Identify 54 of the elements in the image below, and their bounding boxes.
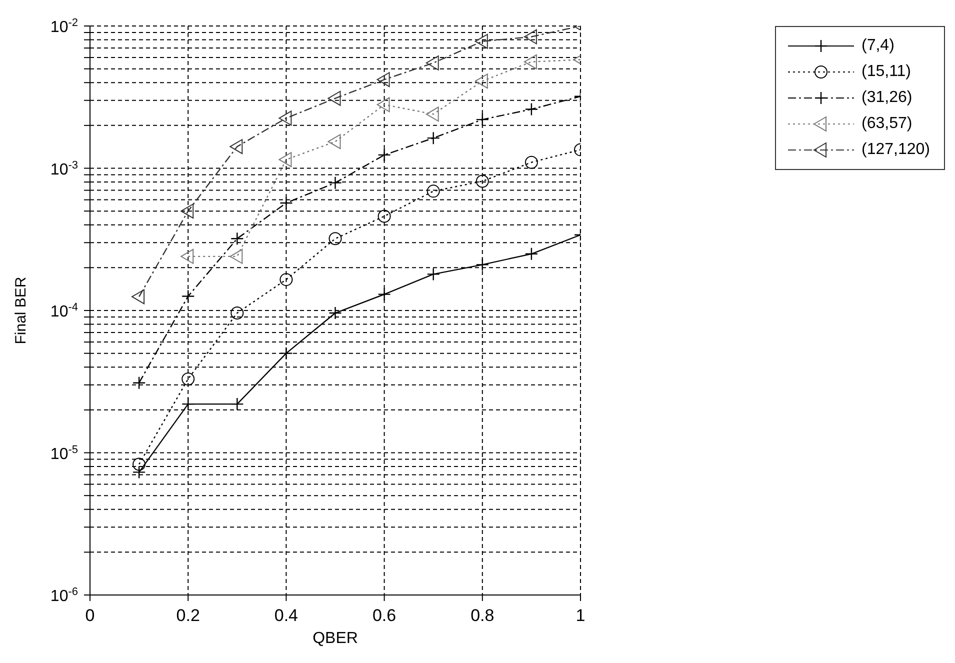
legend-label: (7,4) (862, 37, 894, 55)
legend-label: (127,120) (862, 141, 930, 159)
point (132, 376, 146, 390)
point (524, 29, 537, 44)
x-tick-label: 1 (576, 606, 586, 625)
point (230, 139, 243, 154)
point (378, 148, 391, 162)
x-tick-label: 0.8 (470, 606, 494, 625)
x-tick-label: 0.2 (176, 606, 200, 625)
y-tick-label: 10$^{-4}$ (50, 302, 78, 320)
point (524, 156, 538, 169)
legend-label: (31,26) (862, 89, 912, 107)
legend-label: (63,57) (862, 115, 912, 133)
point (426, 131, 440, 145)
legend-label: (15,11) (862, 63, 912, 81)
point (132, 289, 145, 304)
point (328, 232, 342, 246)
point (180, 248, 194, 264)
point (280, 196, 293, 210)
x-tick-label: 0.6 (372, 606, 396, 625)
point (426, 106, 439, 122)
point (426, 184, 440, 198)
y-tick-label: 10$^{-3}$ (50, 159, 78, 178)
point (376, 72, 390, 88)
point (328, 306, 342, 320)
point (524, 102, 538, 116)
y-axis-title: Final BER (12, 276, 30, 344)
point (328, 134, 341, 150)
x-tick-label: 0.4 (274, 606, 298, 625)
point (230, 248, 243, 264)
point (474, 34, 488, 49)
point (182, 372, 195, 386)
point (180, 204, 194, 219)
point (474, 74, 488, 89)
point (278, 152, 292, 168)
point (132, 458, 146, 471)
point (376, 97, 390, 112)
point (378, 210, 391, 223)
point (524, 247, 538, 260)
y-tick-label: 10$^{-2}$ (50, 17, 78, 36)
y-tick-label: 10$^{-6}$ (50, 586, 78, 605)
point (278, 110, 292, 126)
y-tick-label: 10$^{-5}$ (50, 444, 78, 463)
point (132, 466, 146, 479)
x-axis-title: QBER (312, 630, 358, 647)
point (230, 306, 244, 320)
point (280, 273, 293, 286)
point (328, 90, 341, 106)
point (230, 232, 244, 246)
point (476, 174, 489, 188)
point (524, 54, 537, 70)
point (426, 55, 439, 70)
point (426, 268, 440, 281)
x-tick-label: 0 (85, 606, 95, 625)
